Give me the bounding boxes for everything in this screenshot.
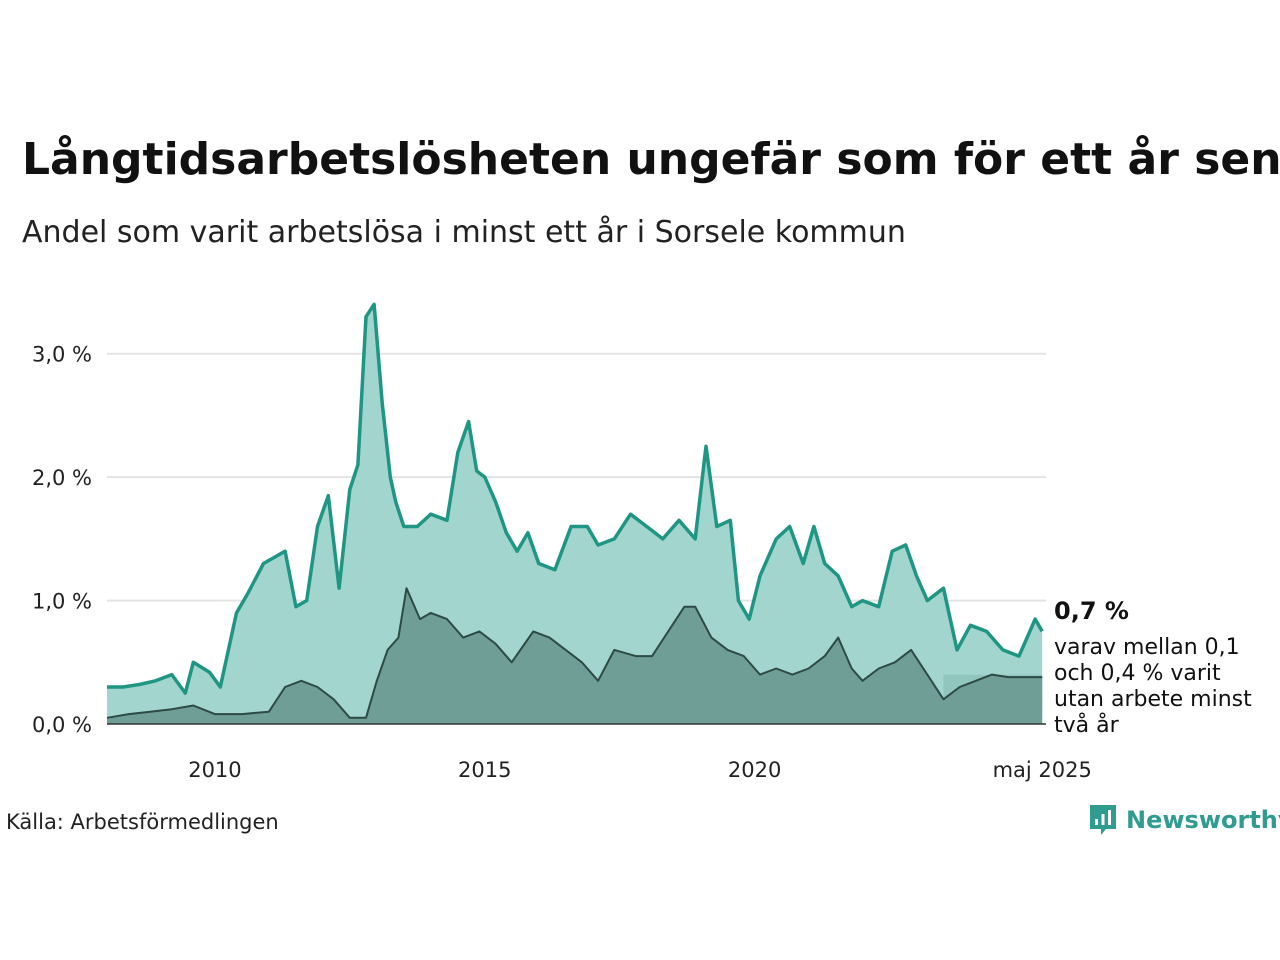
chart-subtitle: Andel som varit arbetslösa i minst ett å… xyxy=(22,215,906,250)
newsworthy-icon xyxy=(1090,805,1116,835)
brand-logo: Newsworthy xyxy=(1088,803,1280,837)
y-tick-label: 2,0 % xyxy=(32,466,92,490)
x-tick-label: 2015 xyxy=(458,758,511,782)
y-tick-label: 0,0 % xyxy=(32,713,92,737)
x-tick-label: maj 2025 xyxy=(993,758,1092,782)
brand-name: Newsworthy xyxy=(1126,806,1280,834)
two-year-unemployment-line xyxy=(106,587,1043,719)
x-tick-label: 2020 xyxy=(728,758,781,782)
y-tick-label: 1,0 % xyxy=(32,590,92,614)
end-note: varav mellan 0,1 och 0,4 % varit utan ar… xyxy=(1054,635,1252,738)
x-axis: 2010 2015 2020 maj 2025 xyxy=(188,758,1092,782)
chart-areas xyxy=(106,302,1046,725)
two-year-unemployment-area xyxy=(107,588,1043,724)
y-axis: 0,0 % 1,0 % 2,0 % 3,0 % xyxy=(32,343,92,737)
long-term-unemployment-area xyxy=(107,304,1043,724)
source-credit: Källa: Arbetsförmedlingen xyxy=(6,810,279,834)
long-term-unemployment-line xyxy=(107,302,1044,695)
end-value-label: 0,7 % xyxy=(1054,597,1129,625)
chart-title: Långtidsarbetslösheten ungefär som för e… xyxy=(22,134,1280,185)
y-tick-label: 3,0 % xyxy=(32,343,92,367)
x-tick-label: 2010 xyxy=(188,758,241,782)
